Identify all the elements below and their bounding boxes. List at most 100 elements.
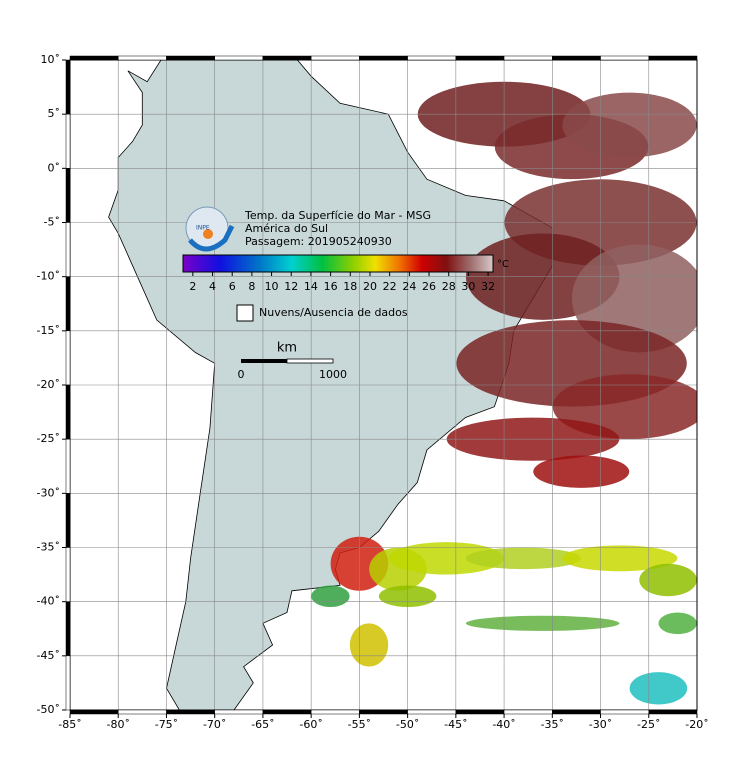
colorbar-label: 20 bbox=[363, 280, 377, 293]
pass: Passagem: 201905240930 bbox=[245, 235, 392, 248]
legend-label: Nuvens/Ausencia de dados bbox=[259, 306, 408, 319]
x-tick-label: -20˚ bbox=[685, 718, 708, 731]
sst-patch bbox=[629, 672, 688, 705]
y-tick-label: 0˚ bbox=[48, 161, 61, 174]
y-tick-label: 5˚ bbox=[48, 107, 61, 120]
frame-seg bbox=[648, 709, 698, 715]
y-tick-label: -5˚ bbox=[44, 216, 60, 229]
colorbar-label: 30 bbox=[461, 280, 475, 293]
y-tick-label: -15˚ bbox=[37, 324, 60, 337]
frame-seg bbox=[166, 709, 215, 715]
frame-seg bbox=[65, 438, 71, 494]
x-tick-label: -55˚ bbox=[348, 718, 371, 731]
frame-seg bbox=[552, 55, 601, 61]
colorbar-label: 26 bbox=[422, 280, 436, 293]
y-tick-label: -50˚ bbox=[37, 703, 60, 716]
scale-start: 0 bbox=[238, 368, 245, 381]
colorbar-label: 6 bbox=[229, 280, 236, 293]
frame-seg bbox=[359, 709, 408, 715]
sst-patch bbox=[562, 92, 697, 158]
x-tick-label: -85˚ bbox=[58, 718, 81, 731]
scale-unit: km bbox=[277, 341, 297, 356]
frame-seg bbox=[117, 55, 167, 61]
frame-seg bbox=[65, 655, 71, 711]
region: América do Sul bbox=[245, 222, 328, 235]
colorbar-label: 32 bbox=[481, 280, 495, 293]
x-tick-label: -70˚ bbox=[203, 718, 226, 731]
frame-seg bbox=[310, 709, 360, 715]
colorbar-label: 14 bbox=[304, 280, 318, 293]
colorbar-label: 2 bbox=[189, 280, 196, 293]
scale-seg bbox=[241, 359, 287, 363]
colorbar bbox=[182, 254, 494, 273]
x-tick-label: -25˚ bbox=[637, 718, 660, 731]
frame-seg bbox=[65, 330, 71, 386]
frame-seg bbox=[503, 55, 553, 61]
scale-seg bbox=[286, 358, 334, 364]
x-tick-label: -45˚ bbox=[444, 718, 467, 731]
scale-end: 1000 bbox=[319, 368, 347, 381]
frame-seg bbox=[214, 55, 264, 61]
x-tick-label: -30˚ bbox=[589, 718, 612, 731]
sst-patch bbox=[349, 623, 389, 667]
frame-seg bbox=[65, 276, 71, 332]
sst-patch bbox=[639, 563, 697, 597]
colorbar-label: 10 bbox=[265, 280, 279, 293]
colorbar-label: 24 bbox=[402, 280, 416, 293]
logo-arrow bbox=[188, 224, 235, 252]
frame-seg bbox=[69, 709, 119, 715]
y-tick-label: -45˚ bbox=[37, 649, 60, 662]
colorbar-label: 28 bbox=[442, 280, 456, 293]
sst-patch bbox=[533, 455, 630, 488]
info-panel: INPE Temp. da Superfície do Mar - MSG Am… bbox=[182, 206, 509, 381]
y-tick-label: -40˚ bbox=[37, 595, 60, 608]
sst-patch bbox=[658, 612, 697, 635]
frame-seg bbox=[69, 55, 119, 61]
axes: -85˚ -80˚ -75˚ -70˚ -65˚ -60˚ -55˚ -50˚ -45˚ -40˚… bbox=[37, 53, 709, 731]
y-tick-label: -10˚ bbox=[37, 270, 60, 283]
map-area bbox=[70, 60, 697, 710]
frame-bars bbox=[65, 55, 698, 715]
frame-seg bbox=[262, 55, 312, 61]
y-tick-label: -20˚ bbox=[37, 378, 60, 391]
colorbar-label: 16 bbox=[324, 280, 338, 293]
frame-seg bbox=[503, 709, 553, 715]
x-tick-label: -60˚ bbox=[299, 718, 322, 731]
x-tick-label: -40˚ bbox=[492, 718, 515, 731]
sst-patch bbox=[311, 585, 350, 608]
frame-seg bbox=[262, 709, 312, 715]
sst-patch bbox=[388, 542, 504, 575]
y-tick-label: -25˚ bbox=[37, 432, 60, 445]
frame-seg bbox=[407, 55, 457, 61]
legend-swatch bbox=[236, 304, 254, 322]
frame-seg bbox=[359, 55, 408, 61]
frame-seg bbox=[65, 168, 71, 223]
x-tick-label: -65˚ bbox=[251, 718, 274, 731]
colorbar-label: 18 bbox=[343, 280, 357, 293]
x-tick-label: -75˚ bbox=[155, 718, 178, 731]
colorbar-label: 22 bbox=[383, 280, 397, 293]
frame-seg bbox=[65, 113, 71, 169]
title: Temp. da Superfície do Mar - MSG bbox=[244, 209, 431, 222]
frame-seg bbox=[310, 55, 360, 61]
frame-seg bbox=[166, 55, 215, 61]
logo-text: INPE bbox=[196, 225, 210, 232]
colorbar-label: 4 bbox=[209, 280, 216, 293]
frame-seg bbox=[65, 547, 71, 602]
x-tick-label: -50˚ bbox=[396, 718, 419, 731]
frame-seg bbox=[65, 601, 71, 657]
x-tick-label: -35˚ bbox=[541, 718, 564, 731]
y-tick-label: -35˚ bbox=[37, 541, 60, 554]
frame-seg bbox=[600, 55, 650, 61]
frame-seg bbox=[600, 709, 650, 715]
logo-sun bbox=[203, 229, 213, 239]
frame-seg bbox=[65, 384, 71, 440]
colorbar-label: 12 bbox=[284, 280, 298, 293]
frame-seg bbox=[648, 55, 698, 61]
frame-seg bbox=[117, 709, 167, 715]
frame-seg bbox=[455, 709, 505, 715]
sst-patch bbox=[465, 615, 620, 631]
frame-seg bbox=[65, 59, 71, 115]
x-tick-label: -80˚ bbox=[106, 718, 129, 731]
